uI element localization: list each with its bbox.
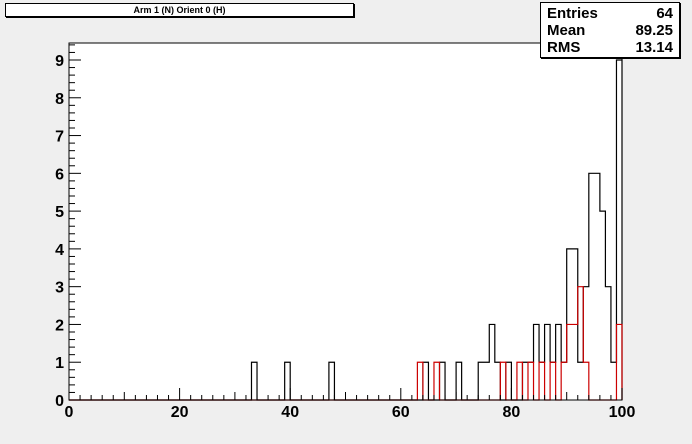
stats-rms-label: RMS (547, 39, 581, 56)
y-tick-label: 8 (55, 91, 64, 108)
x-tick-label: 100 (609, 404, 636, 421)
y-tick-label: 9 (55, 53, 64, 70)
stats-mean-value: 89.25 (635, 22, 673, 39)
y-tick-label: 3 (55, 280, 64, 297)
stats-rms-row: RMS 13.14 (547, 39, 673, 56)
y-tick-label: 0 (55, 393, 64, 410)
stats-box: Entries 64 Mean 89.25 RMS 13.14 (540, 2, 680, 58)
y-tick-label: 1 (55, 355, 64, 372)
y-tick-label: 4 (55, 242, 64, 259)
x-tick-label: 20 (171, 404, 189, 421)
stats-mean-label: Mean (547, 22, 586, 39)
plot-frame (68, 42, 623, 401)
y-tick-label: 5 (55, 204, 64, 221)
stats-mean-row: Mean 89.25 (547, 22, 673, 39)
x-tick-label: 40 (281, 404, 299, 421)
x-tick-label: 80 (503, 404, 521, 421)
x-tick-label: 0 (65, 404, 74, 421)
stats-entries-label: Entries (547, 5, 598, 22)
y-tick-label: 7 (55, 129, 64, 146)
y-tick-label: 2 (55, 317, 64, 334)
stats-entries-value: 64 (656, 5, 673, 22)
histogram-title: Arm 1 (N) Orient 0 (H) (5, 3, 354, 17)
stats-rms-value: 13.14 (635, 39, 673, 56)
stats-entries-row: Entries 64 (547, 5, 673, 22)
x-tick-label: 60 (392, 404, 410, 421)
y-tick-label: 6 (55, 166, 64, 183)
